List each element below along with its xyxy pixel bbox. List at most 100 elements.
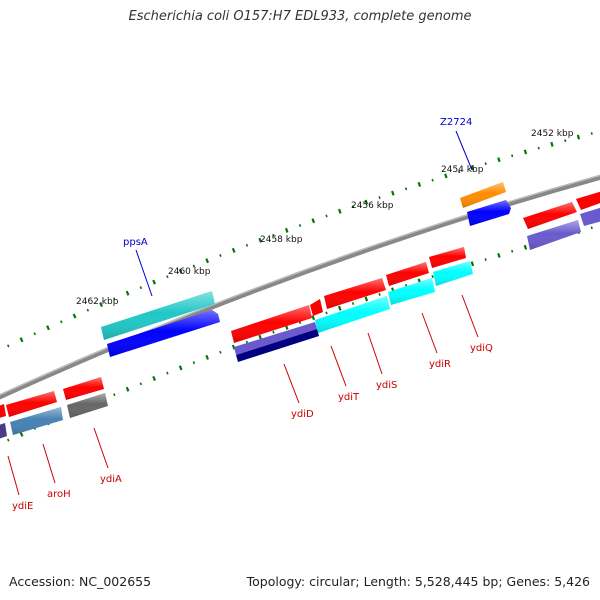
leader-ydiq (461, 294, 479, 338)
scale-tick (444, 173, 448, 179)
leader-ydid (283, 363, 300, 404)
feature-ydia-block[interactable] (67, 393, 108, 418)
feature-block[interactable] (527, 220, 581, 250)
feature-z2724-block[interactable] (467, 200, 511, 226)
scale-tick (497, 252, 501, 258)
scale-tick (99, 301, 103, 307)
gene-ydis-block[interactable] (324, 278, 386, 309)
scale-tick (152, 375, 156, 381)
scale-tick (245, 243, 249, 247)
scale-tick (511, 249, 514, 253)
tick-label-2454: 2454 kbp (441, 165, 484, 175)
scale-tick (192, 361, 196, 365)
scale-tick (139, 382, 143, 386)
gene-label-ydir[interactable]: ydiR (429, 359, 451, 370)
scale-tick (46, 325, 50, 331)
gene-aroh-block[interactable] (6, 391, 57, 417)
scale-tick (457, 170, 461, 174)
scale-tick (417, 181, 422, 187)
feature-block[interactable] (580, 206, 600, 226)
scale-tick (337, 305, 342, 311)
scale-tick (219, 254, 222, 257)
scale-tick (351, 205, 355, 209)
gene-ydia-block[interactable] (63, 377, 104, 400)
gene-label-ydis[interactable]: ydiS (376, 380, 397, 391)
scale-tick (311, 218, 316, 224)
scale-tick (431, 275, 434, 279)
gene-block[interactable] (0, 404, 6, 419)
scale-tick (152, 279, 157, 285)
gene-ydir-block[interactable] (386, 262, 429, 286)
tick-label-2452: 2452 kbp (531, 129, 574, 139)
scale-tick (470, 261, 475, 267)
scale-tick (7, 438, 10, 442)
leader-ppsa (135, 249, 153, 297)
scale-tick (351, 302, 355, 306)
scale-tick (325, 311, 328, 315)
scale-tick (537, 146, 540, 150)
leader-ydit (330, 345, 347, 387)
scale-tick (219, 350, 222, 354)
scale-tick (470, 165, 475, 171)
scale-tick (272, 233, 275, 237)
scale-tick (205, 354, 210, 360)
scale-tick (178, 365, 183, 371)
gene-block[interactable] (576, 190, 600, 210)
feature-aroh-block[interactable] (10, 407, 63, 435)
gene-ydit-block[interactable] (310, 299, 323, 316)
scale-tick (125, 290, 130, 296)
genome-title: Escherichia coli O157:H7 EDL933, complet… (128, 9, 472, 24)
scale-tick (576, 134, 581, 140)
gene-z2724-block[interactable] (460, 182, 506, 208)
tick-label-2460: 2460 kbp (168, 267, 211, 277)
leader-ydis (367, 332, 383, 375)
scale-tick (325, 214, 328, 218)
scale-tick (484, 258, 487, 261)
scale-tick (60, 320, 63, 324)
scale-tick (364, 296, 369, 302)
gene-ydiq-block[interactable] (429, 247, 466, 268)
gene-label-ydiq[interactable]: ydiQ (470, 343, 493, 354)
gene-ppsa-block[interactable] (101, 291, 215, 340)
feature-ydir-block[interactable] (388, 278, 435, 305)
scale-tick (378, 196, 381, 200)
gene-block[interactable] (523, 202, 577, 229)
feature-ydid-block[interactable] (234, 322, 319, 362)
feature-ydiq-block[interactable] (433, 261, 473, 286)
scale-tick (19, 337, 24, 343)
gene-label-ydia[interactable]: ydiA (100, 474, 122, 485)
gene-label-aroh[interactable]: aroH (47, 489, 71, 500)
tick-labels: 2452 kbp 2454 kbp 2456 kbp 2458 kbp 2460… (76, 129, 574, 307)
genome-backbone (0, 174, 600, 400)
scale-tick (311, 315, 316, 321)
feature-ppsa-block[interactable] (107, 310, 220, 357)
secondary-strand-genes (0, 200, 600, 440)
forward-strand-genes (0, 182, 600, 419)
tick-label-2458: 2458 kbp (260, 235, 303, 245)
scale-tick (72, 313, 77, 319)
scale-tick (205, 258, 210, 264)
scale-tick (523, 244, 528, 250)
gene-label-ydid[interactable]: ydiD (291, 409, 314, 420)
scale-tick (19, 431, 24, 437)
genome-backbone-highlight (0, 174, 600, 396)
gene-label-ppsa[interactable]: ppsA (123, 237, 148, 248)
scale-tick (590, 226, 593, 230)
scale-tick (166, 275, 169, 279)
scale-tick (391, 190, 395, 196)
scale-tick (338, 208, 342, 214)
gene-label-z2724[interactable]: Z2724 (440, 117, 472, 128)
gene-label-ydit[interactable]: ydiT (338, 392, 360, 403)
gene-label-ydie[interactable]: ydiE (12, 501, 33, 512)
scale-tick (590, 132, 593, 135)
scale-tick (7, 344, 10, 348)
scale-tick (113, 393, 116, 397)
scale-tick (550, 141, 554, 147)
feature-ydis-block[interactable] (315, 296, 390, 333)
feature-block[interactable] (0, 423, 7, 440)
scale-tick (272, 330, 275, 334)
gene-ydid-block[interactable] (231, 305, 312, 343)
scale-tick (113, 297, 116, 301)
scale-tick (33, 332, 37, 336)
